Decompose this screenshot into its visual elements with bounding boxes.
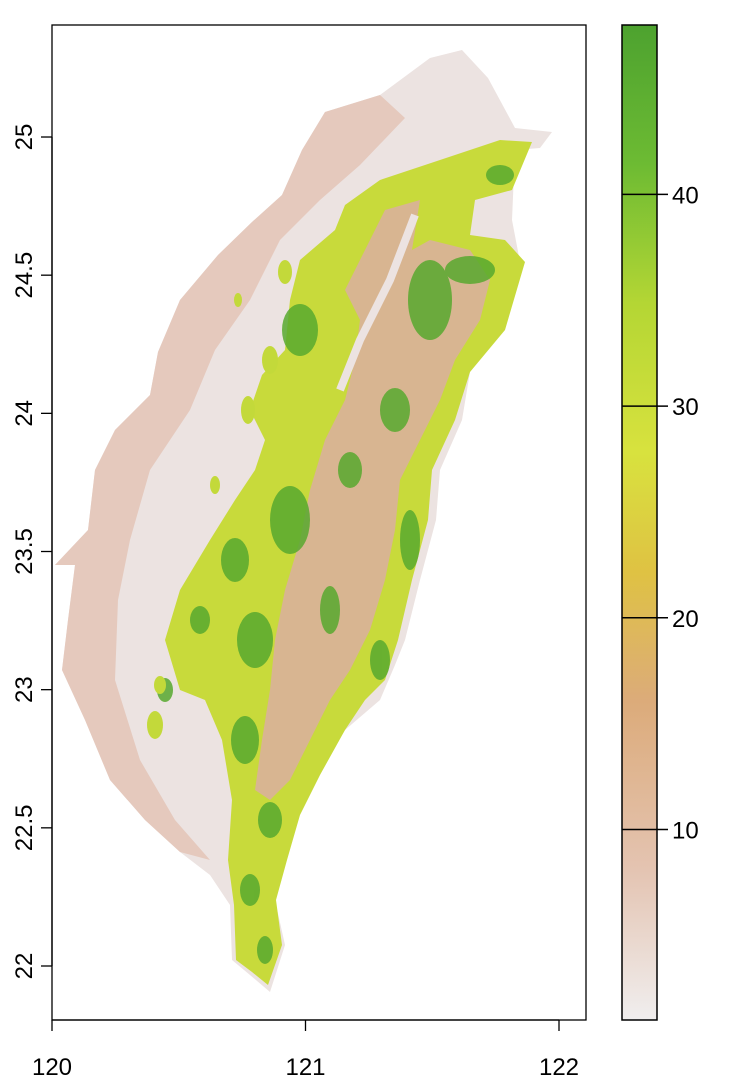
- legend-tick-label: 40: [672, 182, 699, 209]
- taiwan-raster: [55, 50, 552, 992]
- legend-tick-label: 20: [672, 606, 699, 633]
- central-range-highlands: [255, 200, 490, 800]
- y-tick-label: 25: [11, 124, 38, 151]
- x-tick-label: 121: [285, 1054, 325, 1081]
- y-tick-label: 23.5: [11, 528, 38, 575]
- legend-tick-label: 10: [672, 817, 699, 844]
- x-axis: 120 121 122: [32, 1019, 579, 1081]
- x-tick-label: 120: [32, 1054, 72, 1081]
- y-tick-label: 23: [11, 676, 38, 703]
- isolated-foothill-patches: [147, 260, 292, 739]
- x-tick-label: 122: [539, 1054, 579, 1081]
- western-lowland: [55, 95, 405, 860]
- y-axis: 22 22.5 23 23.5 24 24.5 25: [11, 124, 53, 980]
- y-tick-label: 24: [11, 400, 38, 427]
- river-gap: [336, 213, 419, 392]
- y-tick-label: 22.5: [11, 804, 38, 851]
- legend-ticks: 10 20 30 40: [622, 182, 699, 844]
- y-tick-label: 22: [11, 953, 38, 980]
- legend-tick-label: 30: [672, 394, 699, 421]
- legend-colorbar: 10 20 30 40: [621, 24, 699, 1021]
- forest-patches: [157, 165, 514, 964]
- y-tick-label: 24.5: [11, 252, 38, 299]
- legend-gradient: [621, 24, 658, 1021]
